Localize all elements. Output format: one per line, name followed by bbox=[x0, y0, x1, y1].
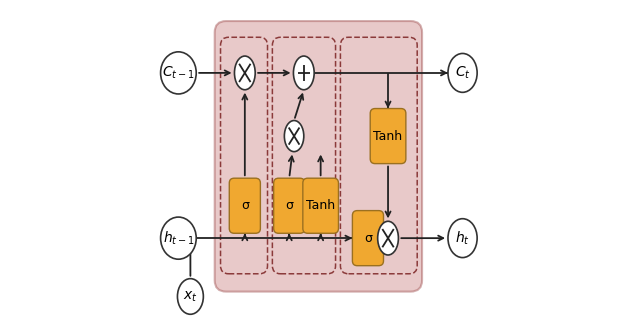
Ellipse shape bbox=[378, 221, 399, 255]
Text: σ: σ bbox=[241, 199, 249, 212]
FancyBboxPatch shape bbox=[214, 21, 422, 292]
FancyBboxPatch shape bbox=[370, 109, 406, 164]
FancyBboxPatch shape bbox=[229, 178, 260, 233]
Ellipse shape bbox=[284, 121, 304, 152]
Text: Tanh: Tanh bbox=[374, 130, 403, 143]
Ellipse shape bbox=[448, 53, 477, 92]
Text: Tanh: Tanh bbox=[306, 199, 335, 212]
Ellipse shape bbox=[293, 56, 314, 90]
Text: $C_t$: $C_t$ bbox=[454, 65, 470, 81]
Text: σ: σ bbox=[285, 199, 293, 212]
Text: $C_{t-1}$: $C_{t-1}$ bbox=[162, 65, 195, 81]
Text: $x_t$: $x_t$ bbox=[183, 289, 198, 304]
Text: $h_{t-1}$: $h_{t-1}$ bbox=[163, 229, 195, 247]
Text: σ: σ bbox=[364, 232, 372, 245]
FancyBboxPatch shape bbox=[303, 178, 339, 233]
Ellipse shape bbox=[161, 52, 196, 94]
Text: $h_t$: $h_t$ bbox=[455, 229, 470, 247]
FancyBboxPatch shape bbox=[274, 178, 305, 233]
Ellipse shape bbox=[234, 56, 255, 90]
Ellipse shape bbox=[161, 217, 196, 259]
Ellipse shape bbox=[448, 219, 477, 258]
FancyBboxPatch shape bbox=[353, 211, 383, 266]
Ellipse shape bbox=[177, 279, 204, 314]
